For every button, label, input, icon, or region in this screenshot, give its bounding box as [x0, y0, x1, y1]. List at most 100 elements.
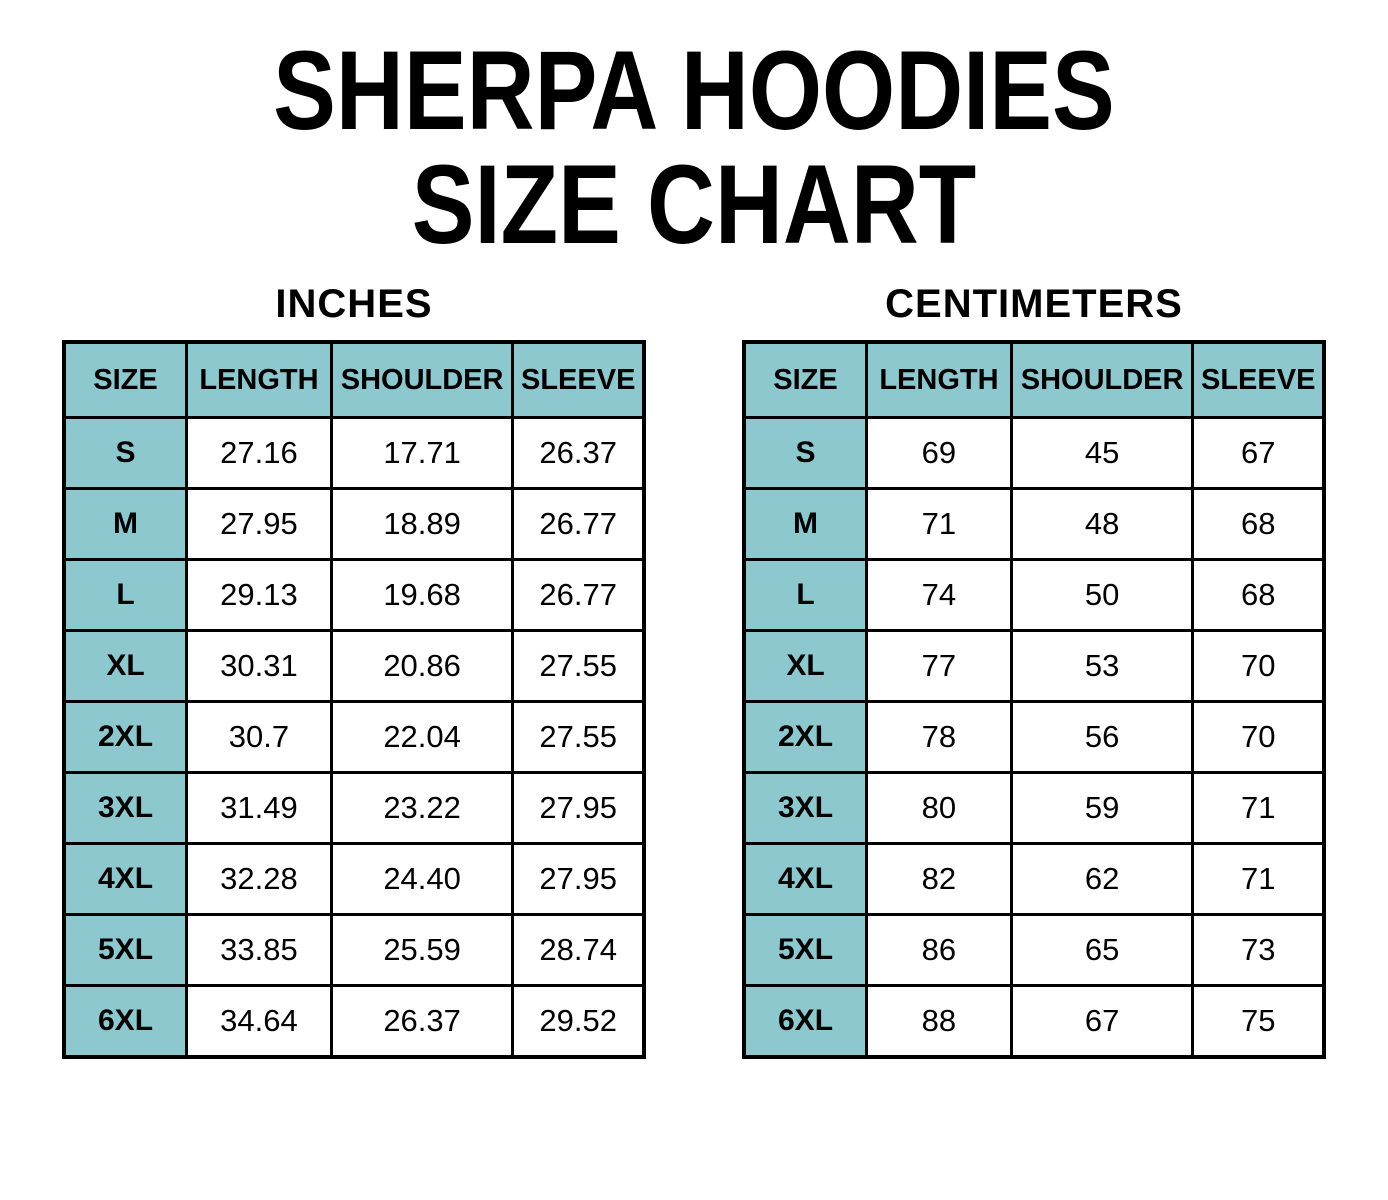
measurement-value-cell: 17.71	[329, 416, 515, 491]
size-label-cell: S	[62, 416, 189, 491]
measurement-value-cell: 19.68	[329, 558, 515, 633]
measurement-value-cell: 80	[865, 771, 1013, 846]
table-row: 3XL 31.49 23.22 27.95	[62, 771, 646, 846]
size-label-cell: XL	[742, 629, 869, 704]
measurement-value-cell: 28.74	[511, 913, 646, 988]
measurement-value-cell: 74	[865, 558, 1013, 633]
measurement-value-cell: 18.89	[329, 487, 515, 562]
measurement-value-cell: 45	[1009, 416, 1195, 491]
measurement-value-cell: 27.95	[511, 842, 646, 917]
measurement-value-cell: 77	[865, 629, 1013, 704]
measurement-value-cell: 73	[1191, 913, 1326, 988]
measurement-value-cell: 30.31	[185, 629, 333, 704]
measurement-value-cell: 27.95	[185, 487, 333, 562]
measurement-value-cell: 33.85	[185, 913, 333, 988]
measurement-value-cell: 68	[1191, 558, 1326, 633]
table-row: L 74 50 68	[742, 558, 1326, 633]
table-row: L 29.13 19.68 26.77	[62, 558, 646, 633]
column-header-shoulder: SHOULDER	[329, 340, 515, 420]
table-row: 5XL 86 65 73	[742, 913, 1326, 988]
size-label-cell: 4XL	[742, 842, 869, 917]
size-label-cell: M	[62, 487, 189, 562]
column-header-length: LENGTH	[865, 340, 1013, 420]
size-label-cell: 2XL	[62, 700, 189, 775]
measurement-value-cell: 56	[1009, 700, 1195, 775]
centimeters-table-title: CENTIMETERS	[885, 282, 1183, 327]
table-row: 4XL 32.28 24.40 27.95	[62, 842, 646, 917]
measurement-value-cell: 75	[1191, 984, 1326, 1059]
measurement-value-cell: 29.13	[185, 558, 333, 633]
inches-table-section: INCHES SIZE LENGTH SHOULDER SLEEVE S 27.16 17.…	[62, 282, 646, 1060]
measurement-value-cell: 34.64	[185, 984, 333, 1059]
table-row: XL 77 53 70	[742, 629, 1326, 704]
measurement-value-cell: 22.04	[329, 700, 515, 775]
measurement-value-cell: 20.86	[329, 629, 515, 704]
centimeters-table-section: CENTIMETERS SIZE LENGTH SHOULDER SLEEVE S 69 4…	[742, 282, 1326, 1060]
size-label-cell: 3XL	[742, 771, 869, 846]
measurement-value-cell: 29.52	[511, 984, 646, 1059]
column-header-sleeve: SLEEVE	[1191, 340, 1326, 420]
measurement-value-cell: 26.77	[511, 558, 646, 633]
column-header-sleeve: SLEEVE	[511, 340, 646, 420]
measurement-value-cell: 69	[865, 416, 1013, 491]
measurement-value-cell: 71	[1191, 842, 1326, 917]
table-row: M 71 48 68	[742, 487, 1326, 562]
measurement-value-cell: 30.7	[185, 700, 333, 775]
page-title-line2: SIZE CHART	[411, 142, 977, 268]
measurement-value-cell: 23.22	[329, 771, 515, 846]
size-label-cell: 5XL	[742, 913, 869, 988]
table-row: 2XL 78 56 70	[742, 700, 1326, 775]
header-row: SIZE LENGTH SHOULDER SLEEVE	[742, 340, 1326, 420]
measurement-value-cell: 50	[1009, 558, 1195, 633]
table-row: 3XL 80 59 71	[742, 771, 1326, 846]
table-row: 4XL 82 62 71	[742, 842, 1326, 917]
inches-size-table: SIZE LENGTH SHOULDER SLEEVE S 27.16 17.71 26.37…	[62, 340, 646, 1060]
header-row: SIZE LENGTH SHOULDER SLEEVE	[62, 340, 646, 420]
measurement-value-cell: 27.55	[511, 629, 646, 704]
page-title-line1: SHERPA HOODIES	[273, 28, 1115, 153]
measurement-value-cell: 27.95	[511, 771, 646, 846]
measurement-value-cell: 31.49	[185, 771, 333, 846]
table-row: 2XL 30.7 22.04 27.55	[62, 700, 646, 775]
measurement-value-cell: 70	[1191, 700, 1326, 775]
inches-table-title: INCHES	[275, 282, 433, 327]
measurement-value-cell: 67	[1009, 984, 1195, 1059]
table-row: 5XL 33.85 25.59 28.74	[62, 913, 646, 988]
measurement-value-cell: 59	[1009, 771, 1195, 846]
measurement-value-cell: 82	[865, 842, 1013, 917]
size-label-cell: S	[742, 416, 869, 491]
table-row: 6XL 34.64 26.37 29.52	[62, 984, 646, 1059]
size-label-cell: 6XL	[62, 984, 189, 1059]
measurement-value-cell: 71	[865, 487, 1013, 562]
size-label-cell: M	[742, 487, 869, 562]
column-header-size: SIZE	[742, 340, 869, 420]
column-header-size: SIZE	[62, 340, 189, 420]
measurement-value-cell: 67	[1191, 416, 1326, 491]
size-label-cell: 3XL	[62, 771, 189, 846]
measurement-value-cell: 88	[865, 984, 1013, 1059]
table-row: 6XL 88 67 75	[742, 984, 1326, 1059]
size-label-cell: 2XL	[742, 700, 869, 775]
tables-container: INCHES SIZE LENGTH SHOULDER SLEEVE S 27.16 17.…	[0, 282, 1388, 1060]
measurement-value-cell: 53	[1009, 629, 1195, 704]
measurement-value-cell: 32.28	[185, 842, 333, 917]
measurement-value-cell: 86	[865, 913, 1013, 988]
measurement-value-cell: 24.40	[329, 842, 515, 917]
measurement-value-cell: 70	[1191, 629, 1326, 704]
measurement-value-cell: 71	[1191, 771, 1326, 846]
measurement-value-cell: 78	[865, 700, 1013, 775]
measurement-value-cell: 27.55	[511, 700, 646, 775]
column-header-length: LENGTH	[185, 340, 333, 420]
table-row: S 69 45 67	[742, 416, 1326, 491]
table-row: S 27.16 17.71 26.37	[62, 416, 646, 491]
measurement-value-cell: 68	[1191, 487, 1326, 562]
size-label-cell: L	[742, 558, 869, 633]
centimeters-size-table: SIZE LENGTH SHOULDER SLEEVE S 69 45 67 M 71 48 68 L 7…	[742, 340, 1326, 1060]
size-label-cell: XL	[62, 629, 189, 704]
size-label-cell: 5XL	[62, 913, 189, 988]
measurement-value-cell: 62	[1009, 842, 1195, 917]
measurement-value-cell: 25.59	[329, 913, 515, 988]
measurement-value-cell: 27.16	[185, 416, 333, 491]
table-row: M 27.95 18.89 26.77	[62, 487, 646, 562]
